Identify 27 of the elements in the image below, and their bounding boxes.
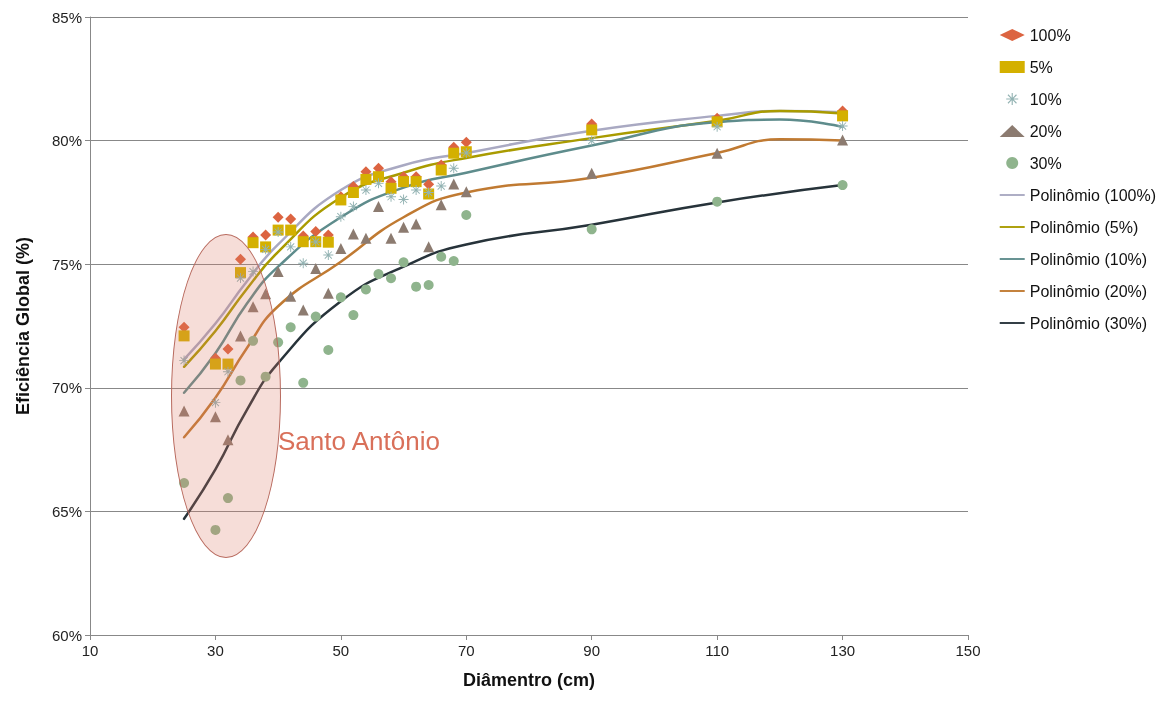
- legend-label: Polinômio (100%): [1029, 186, 1156, 204]
- y-tick-label: 75%: [51, 255, 82, 273]
- y-tick-label: 85%: [51, 8, 82, 26]
- y-axis-title: Eficiência Global (%): [13, 236, 33, 416]
- x-axis-title: Diâmentro (cm): [462, 670, 596, 690]
- x-tick-label: 130: [830, 642, 856, 659]
- x-tick-label: 150: [955, 642, 981, 659]
- y-tick-label: 80%: [51, 132, 82, 150]
- legend-label: Polinômio (20%): [1029, 282, 1148, 300]
- legend-label: Polinômio (10%): [1029, 250, 1148, 268]
- x-tick-label: 70: [457, 642, 475, 659]
- legend-label: 30%: [1029, 154, 1062, 172]
- x-tick-label: 50: [332, 642, 350, 659]
- legend-label: 5%: [1029, 58, 1053, 76]
- x-tick-label: 30: [207, 642, 224, 659]
- legend-label: 20%: [1029, 122, 1062, 140]
- y-tick-label: 70%: [51, 379, 82, 397]
- legend-label: Polinômio (30%): [1029, 314, 1148, 332]
- legend-label: Polinômio (5%): [1029, 218, 1139, 236]
- x-tick-label: 90: [583, 642, 601, 659]
- y-tick-label: 65%: [51, 502, 82, 520]
- annotation: Santo Antônio: [278, 426, 440, 457]
- x-tick-label: 10: [81, 642, 99, 659]
- legend-label: 10%: [1029, 90, 1062, 108]
- x-tick-label: 110: [705, 642, 730, 659]
- y-tick-label: 60%: [51, 626, 82, 644]
- legend-label: 100%: [1029, 26, 1071, 44]
